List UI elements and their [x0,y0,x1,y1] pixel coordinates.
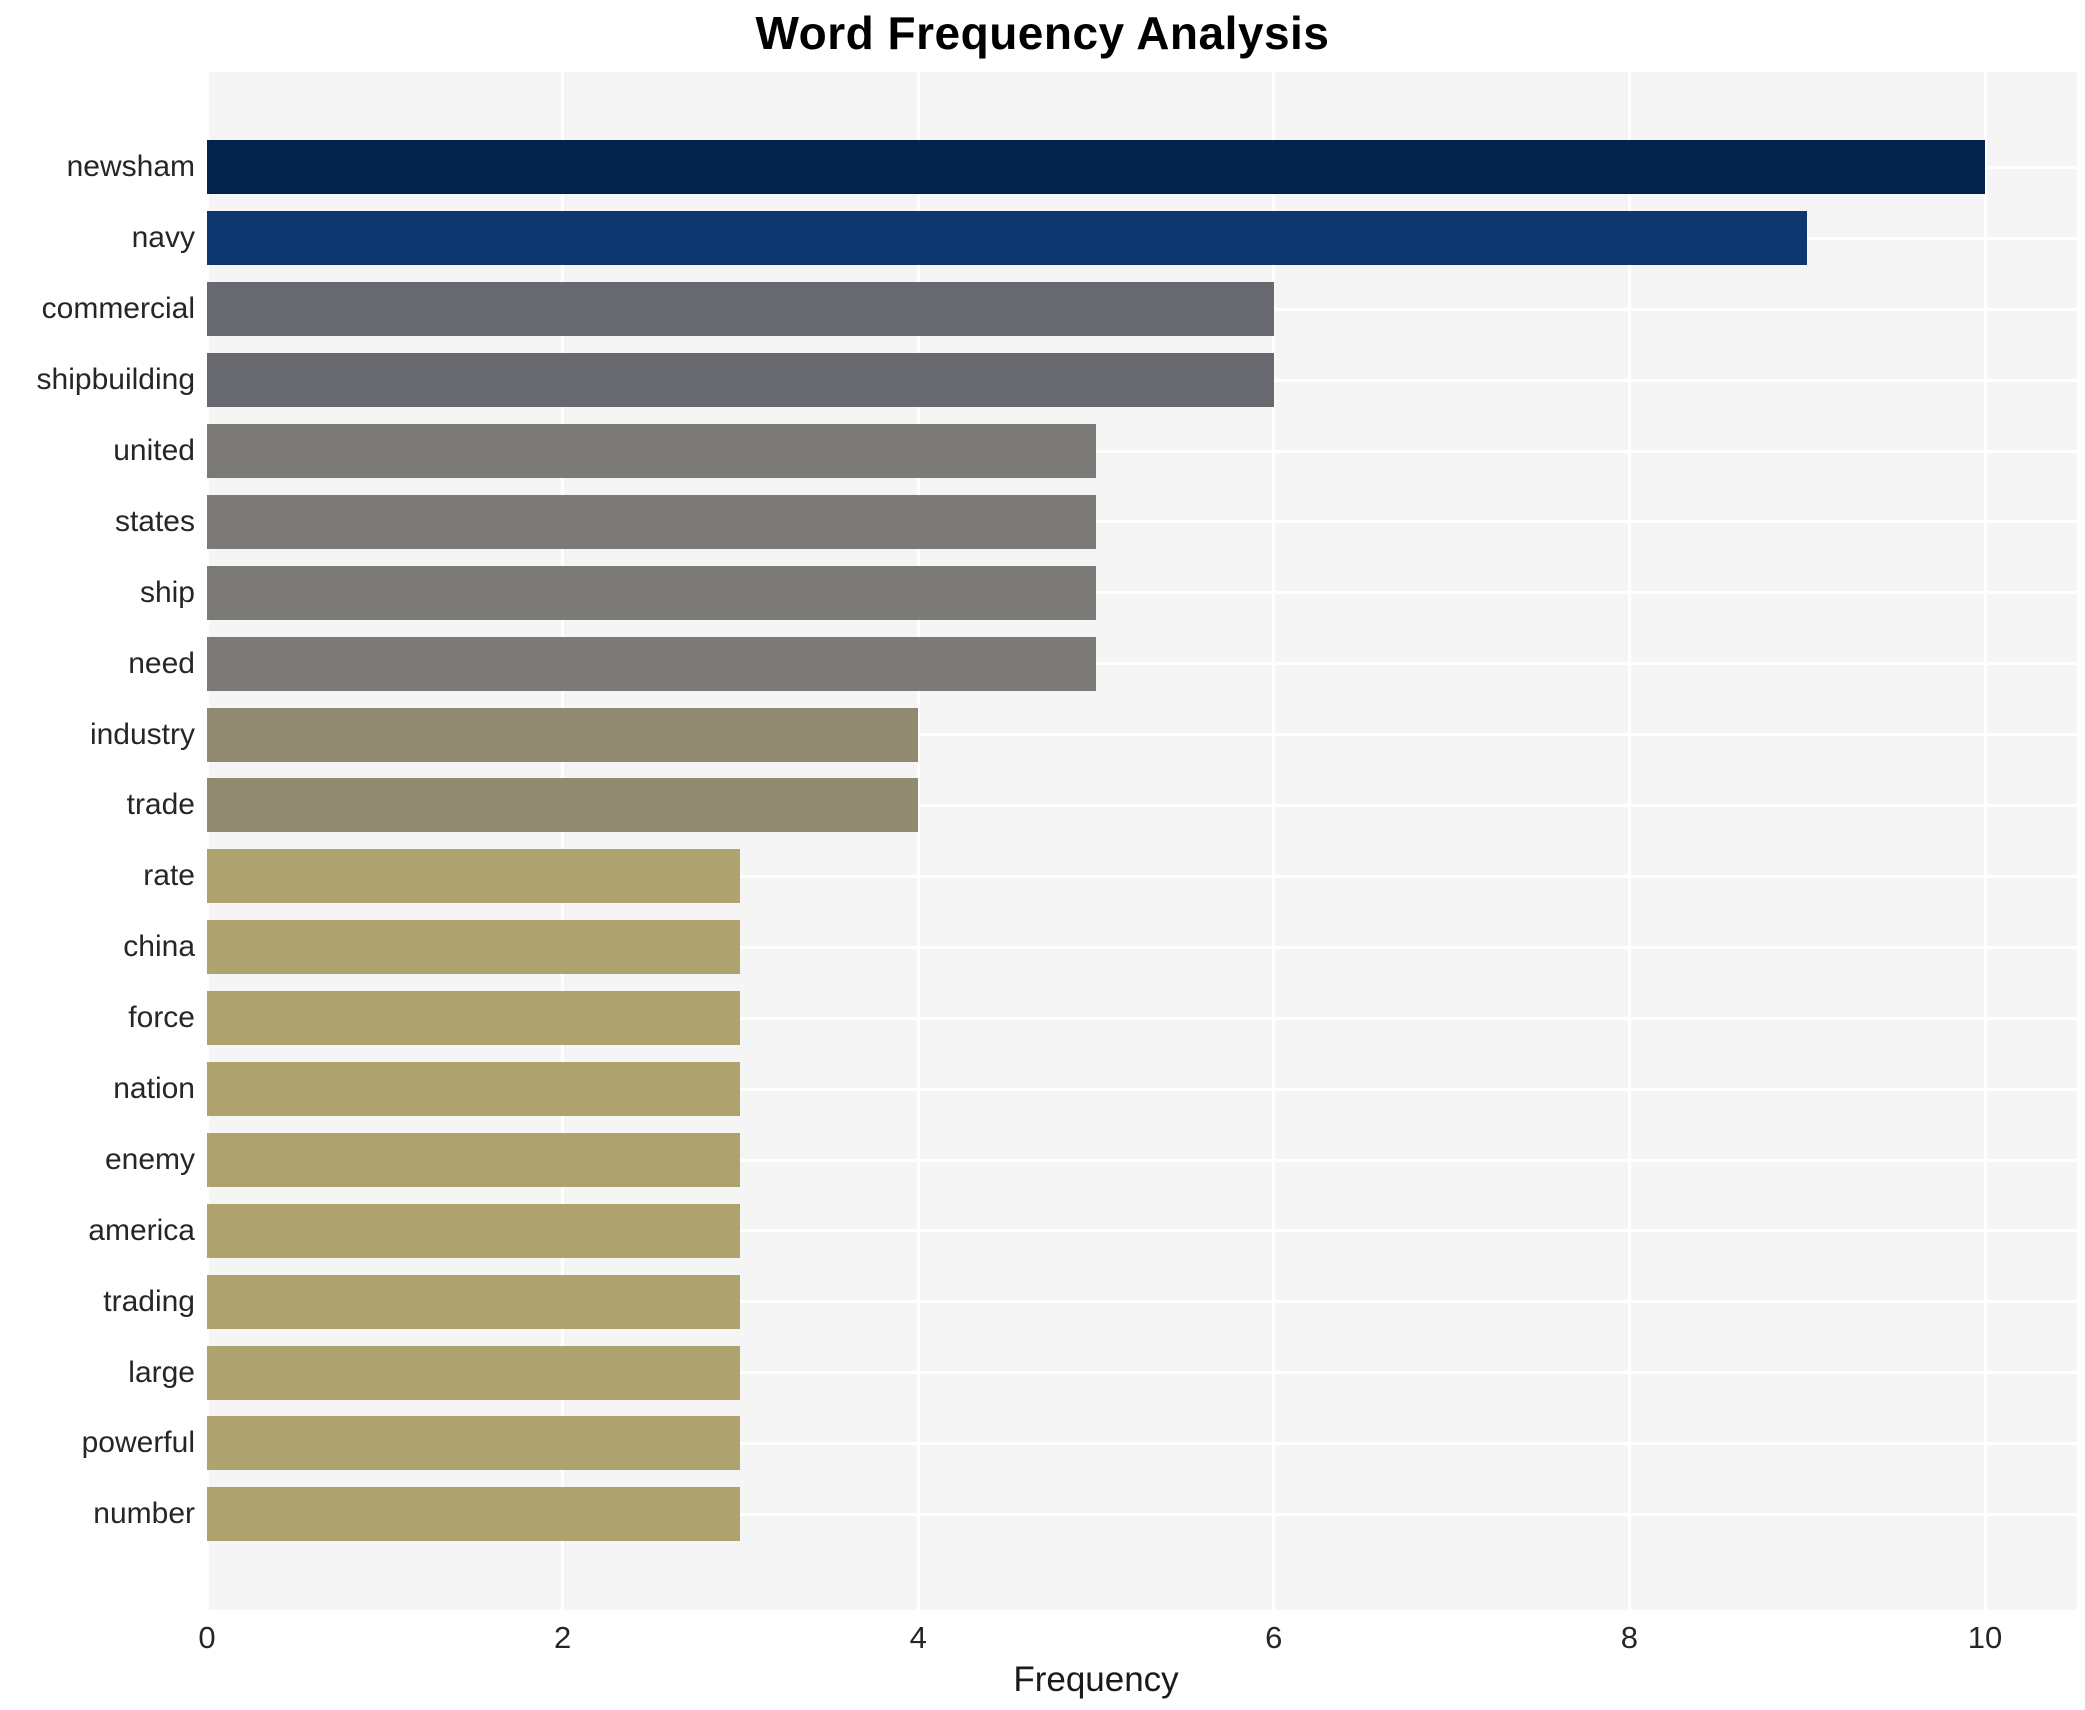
y-tick-label: navy [131,221,195,255]
bars-and-category-labels: newsham navy commercial shipbuilding united s… [0,132,2085,1550]
bar-row: newsham [0,132,2085,203]
horizontal-gridline [207,804,2077,808]
chart-title: Word Frequency Analysis [755,7,1330,59]
bar-row: trade [0,770,2085,841]
x-tick-label: 0 [198,1620,216,1655]
bar-row: powerful [0,1408,2085,1479]
y-tick-label: trading [103,1284,195,1318]
y-tick-label: ship [139,575,195,609]
bar-america [207,1203,741,1258]
x-axis-label: Frequency [1013,1660,1179,1699]
y-tick-label: need [128,646,195,680]
horizontal-gridline [207,591,2077,595]
bar-force [207,991,741,1046]
y-tick-label: trade [126,788,195,822]
y-tick-label: united [113,434,195,467]
bar-row: states [0,486,2085,557]
horizontal-gridline [207,1442,2077,1446]
bar-powerful [207,1416,741,1471]
bar-commercial [207,282,1274,337]
y-tick-label: enemy [104,1142,195,1176]
horizontal-gridline [207,733,2077,737]
bar-row: large [0,1337,2085,1408]
bar-china [207,920,741,975]
horizontal-gridline [207,449,2077,453]
y-tick-label: america [88,1213,195,1247]
horizontal-gridline [207,1371,2077,1375]
bar-row: china [0,912,2085,983]
bar-ship [207,565,1096,620]
vertical-gridline [1627,72,1631,1610]
horizontal-gridline [207,1513,2077,1517]
bar-row: force [0,983,2085,1054]
bar-row: need [0,628,2085,699]
bar-need [207,636,1096,691]
bar-row: united [0,416,2085,487]
vertical-gridline [1272,72,1276,1610]
bar-industry [207,707,919,762]
x-tick-label: 10 [1967,1620,2003,1655]
bar-row: number [0,1479,2085,1550]
bar-row: nation [0,1054,2085,1125]
horizontal-gridline [207,1087,2077,1091]
bar-trading [207,1274,741,1329]
y-tick-label: number [93,1497,195,1531]
x-tick-label: 2 [553,1620,572,1655]
bar-shipbuilding [207,353,1274,408]
y-tick-label: nation [113,1072,195,1106]
bar-states [207,494,1096,549]
bar-large [207,1345,741,1400]
bar-navy [207,211,1808,266]
bar-enemy [207,1132,741,1187]
y-tick-label: states [114,504,195,538]
bar-number [207,1487,741,1542]
bar-trade [207,778,919,833]
horizontal-gridline [207,1229,2077,1233]
y-tick-label: commercial [41,292,195,326]
vertical-gridline [916,72,920,1610]
bar-row: shipbuilding [0,345,2085,416]
horizontal-gridline [207,945,2077,949]
bar-rate [207,849,741,904]
horizontal-gridline [207,520,2077,524]
bar-row: ship [0,557,2085,628]
y-tick-label: rate [143,859,195,893]
bar-row: rate [0,841,2085,912]
horizontal-gridline [207,874,2077,878]
y-tick-label: force [128,1001,195,1035]
horizontal-gridline [207,662,2077,666]
x-tick-label: 6 [1265,1620,1283,1655]
x-axis: 0 2 4 6 8 10 [0,1620,2085,1660]
bar-row: america [0,1195,2085,1266]
y-tick-label: large [128,1355,195,1389]
bar-row: commercial [0,274,2085,345]
bar-row: trading [0,1266,2085,1337]
vertical-gridline [1983,72,1987,1610]
y-tick-label: china [123,930,195,964]
y-tick-label: newsham [66,150,195,184]
bar-nation [207,1062,741,1117]
bar-row: industry [0,699,2085,770]
y-tick-label: powerful [81,1426,195,1460]
bar-row: navy [0,203,2085,274]
bar-united [207,424,1096,478]
y-tick-label: industry [89,717,195,751]
horizontal-gridline [207,1158,2077,1162]
bar-newsham [207,140,1985,195]
vertical-gridline [207,72,209,1610]
horizontal-gridline [207,1300,2077,1304]
horizontal-gridline [207,1016,2077,1020]
vertical-gridline [561,72,565,1610]
x-tick-label: 8 [1620,1620,1639,1655]
x-tick-label: 4 [909,1620,927,1655]
y-tick-label: shipbuilding [36,363,195,397]
bar-row: enemy [0,1124,2085,1195]
